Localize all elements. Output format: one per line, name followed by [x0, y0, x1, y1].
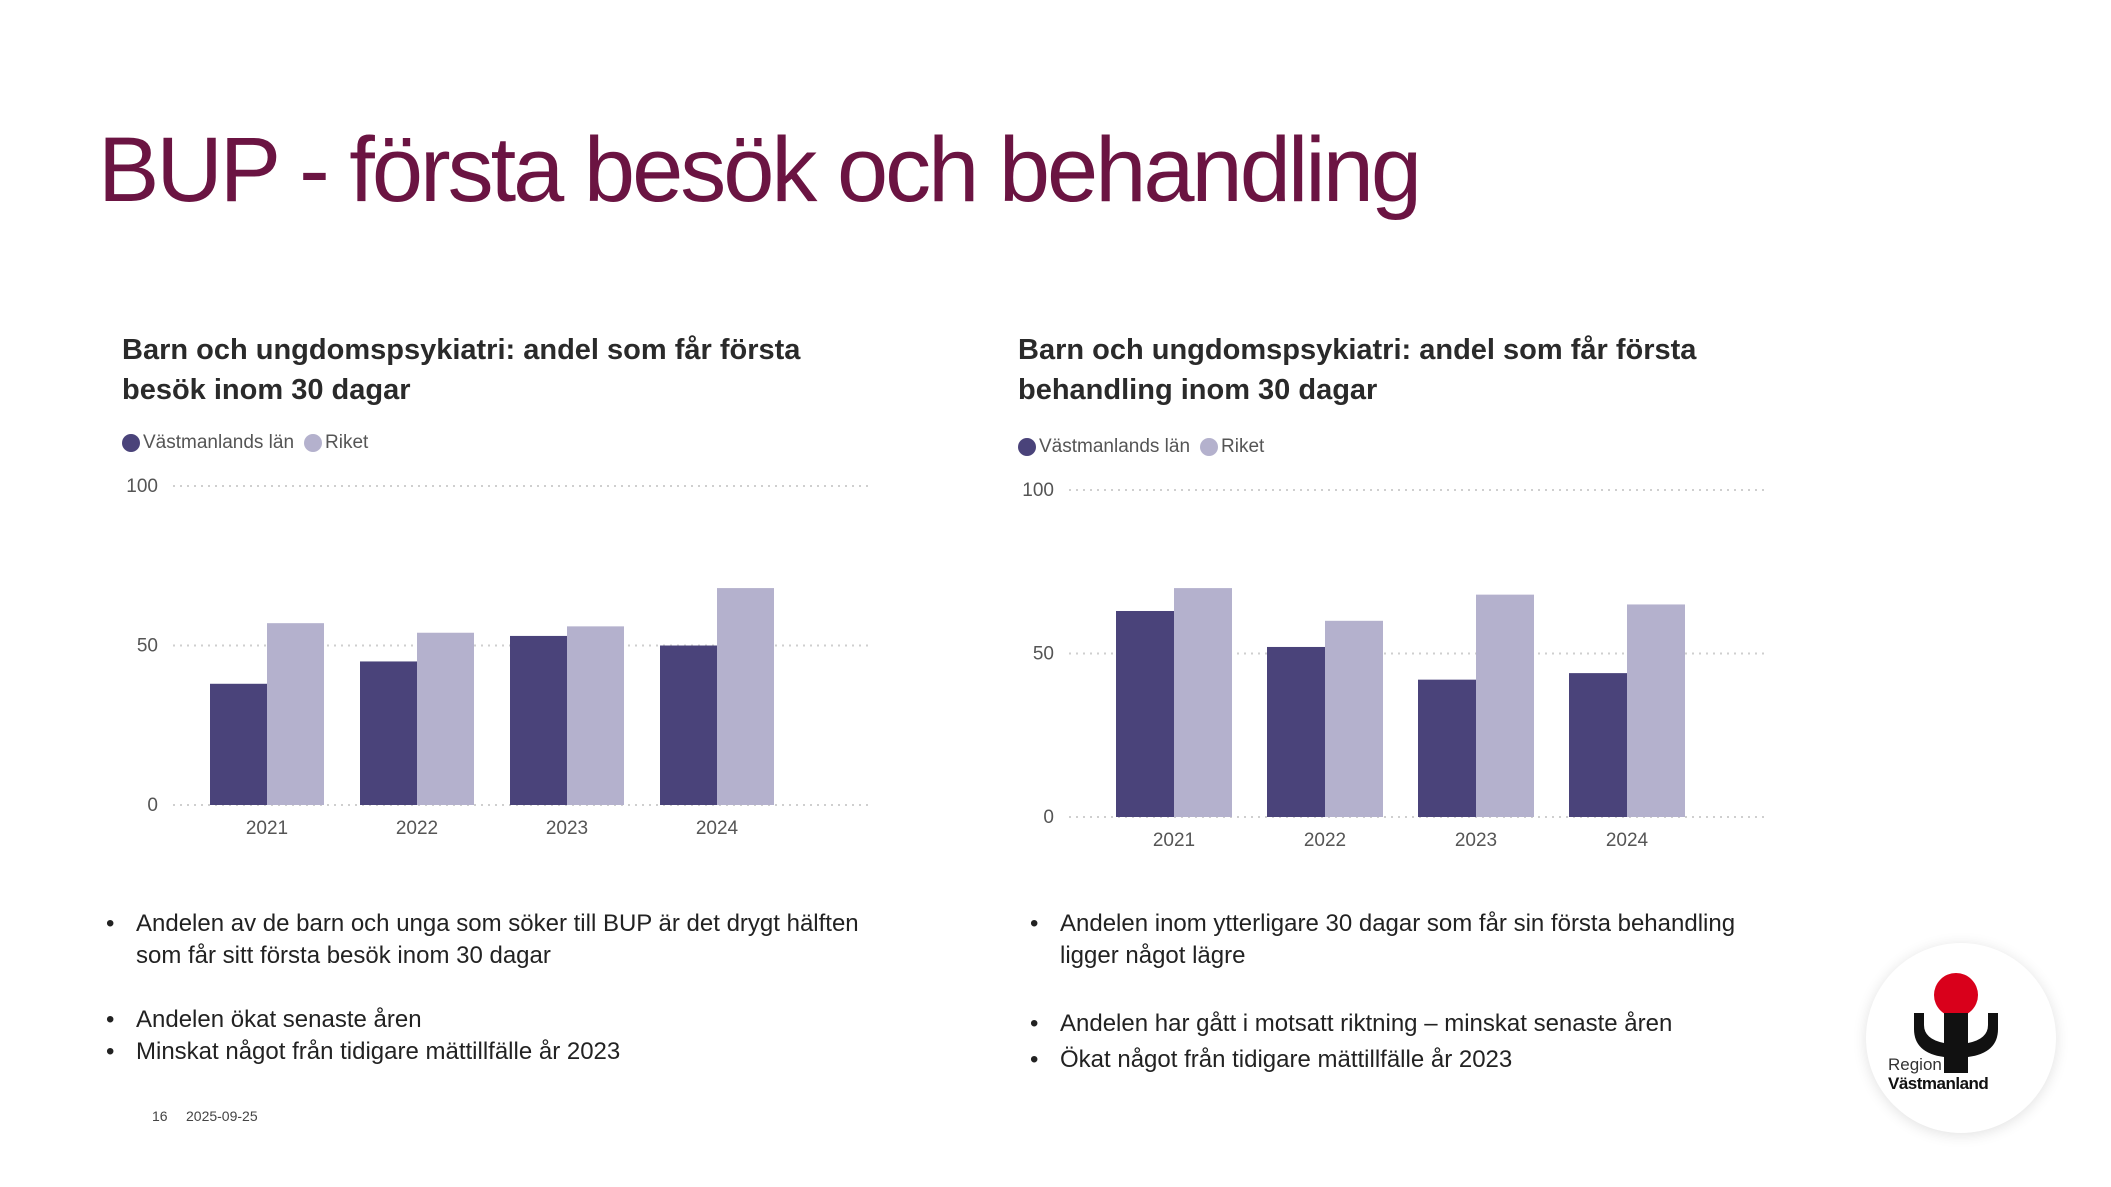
legend-item-county: Västmanlands län — [1018, 436, 1190, 458]
logo-figure-icon — [1914, 973, 1998, 1073]
region-logo: Region Västmanland — [1866, 943, 2056, 1133]
bar-national — [267, 623, 324, 805]
x-tick-label: 2022 — [1304, 830, 1346, 851]
chart-title: Barn och ungdomspsykiatri: andel som får… — [122, 334, 801, 406]
bar-county — [360, 661, 417, 805]
y-tick-label: 50 — [137, 636, 158, 657]
bar-national — [417, 632, 474, 805]
bar-national — [567, 626, 624, 805]
bar-national — [1174, 588, 1232, 817]
bar-county — [1418, 679, 1476, 817]
bullet-list-left: Andelen av de barn och unga som söker ti… — [106, 908, 866, 1068]
bar-national — [717, 588, 774, 805]
chart-first-treatment: Barn och ungdomspsykiatri: andel som får… — [1014, 330, 1784, 851]
bar-county — [510, 635, 567, 805]
y-tick-label: 0 — [1043, 807, 1054, 828]
chart-legend: Västmanlands län Riket — [1018, 436, 1274, 458]
bar-national — [1627, 604, 1685, 817]
y-tick-label: 50 — [1033, 644, 1054, 665]
bar-county — [210, 683, 267, 805]
legend-label-national: Riket — [1221, 436, 1265, 457]
legend-swatch-county — [122, 434, 140, 452]
bullet-item: Ökat något från tidigare mättillfälle år… — [1030, 1044, 1790, 1076]
chart-first-visit: Barn och ungdomspsykiatri: andel som får… — [118, 330, 888, 850]
x-tick-label: 2021 — [1153, 830, 1195, 851]
legend-label-county: Västmanlands län — [143, 432, 295, 453]
legend-swatch-national — [1200, 438, 1219, 456]
x-tick-label: 2024 — [1606, 830, 1649, 851]
chart-legend: Västmanlands län Riket — [122, 432, 378, 454]
x-tick-label: 2024 — [696, 818, 739, 839]
legend-item-county: Västmanlands län — [122, 432, 294, 454]
bar-county — [1267, 646, 1325, 817]
bullet-item: Andelen ökat senaste åren — [106, 1004, 866, 1036]
page-number: 16 — [152, 1108, 168, 1124]
legend-label-county: Västmanlands län — [1039, 436, 1191, 457]
bar-county — [1116, 610, 1174, 817]
bullet-list-right: Andelen inom ytterligare 30 dagar som få… — [1030, 908, 1790, 1076]
legend-item-national: Riket — [1200, 436, 1264, 458]
bar-county — [660, 645, 717, 805]
slide-title: BUP - första besök och behandling — [98, 119, 1422, 221]
bar-chart-first-visit: 0 50 100 2021 2022 2023 2024 — [126, 476, 873, 839]
bar-chart-first-treatment: 0 50 100 2021 2022 2023 2024 — [1022, 480, 1769, 851]
y-tick-label: 0 — [147, 795, 158, 816]
legend-item-national: Riket — [304, 432, 368, 454]
x-tick-label: 2021 — [246, 818, 288, 839]
x-tick-label: 2023 — [546, 818, 588, 839]
bar-national — [1476, 594, 1534, 817]
legend-label-national: Riket — [325, 432, 369, 453]
chart-title: Barn och ungdomspsykiatri: andel som får… — [1018, 334, 1697, 406]
legend-swatch-county — [1018, 438, 1036, 456]
bullet-item: Minskat något från tidigare mättillfälle… — [106, 1036, 866, 1068]
logo-text-vastmanland: Västmanland — [1888, 1074, 1989, 1093]
x-tick-label: 2022 — [396, 818, 438, 839]
y-tick-label: 100 — [126, 476, 158, 497]
bullet-item: Andelen har gått i motsatt riktning – mi… — [1030, 1008, 1790, 1040]
footer-date: 2025-09-25 — [186, 1108, 258, 1124]
bullet-item: Andelen av de barn och unga som söker ti… — [106, 908, 866, 972]
legend-swatch-national — [304, 434, 323, 452]
bullet-item: Andelen inom ytterligare 30 dagar som få… — [1030, 908, 1790, 972]
logo-text-region: Region — [1888, 1055, 1942, 1074]
y-tick-label: 100 — [1022, 480, 1054, 501]
bar-national — [1325, 620, 1383, 817]
bar-county — [1569, 673, 1627, 817]
x-tick-label: 2023 — [1455, 830, 1497, 851]
